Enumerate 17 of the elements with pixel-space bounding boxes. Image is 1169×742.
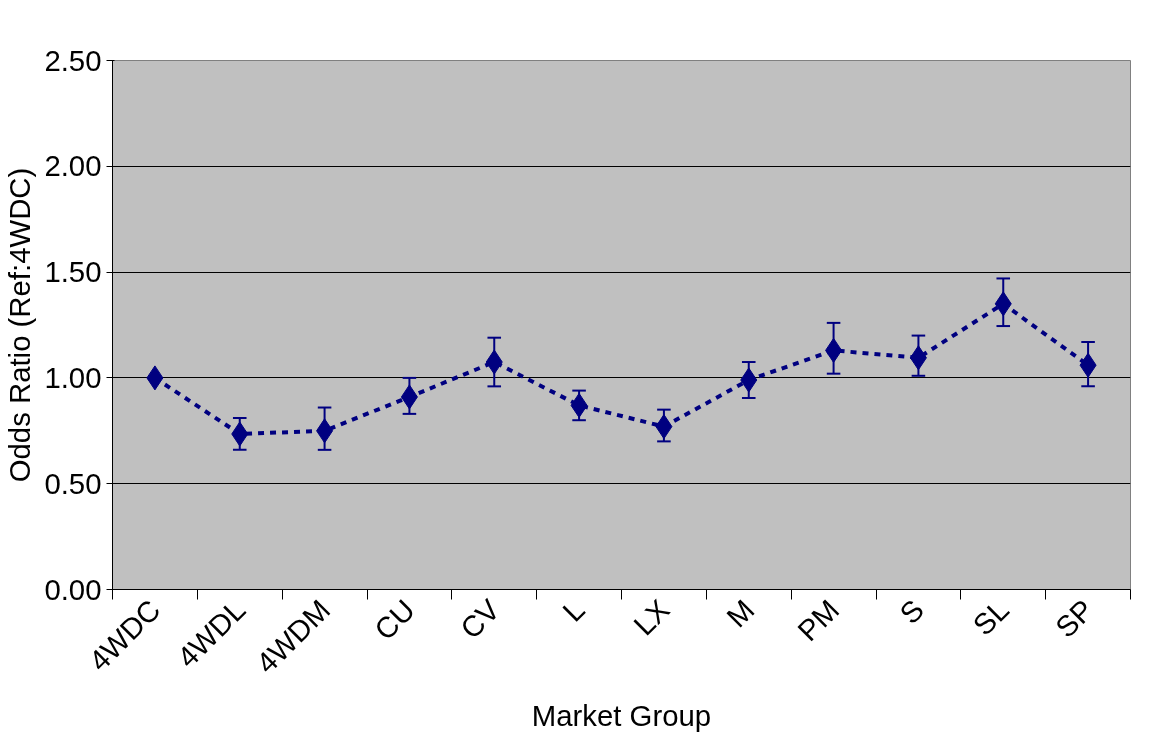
x-tick-label: SL — [966, 592, 1015, 642]
y-tick-label: 2.00 — [44, 149, 102, 183]
y-tick-label: 0.00 — [44, 572, 102, 606]
y-tick-label: 0.50 — [44, 466, 102, 500]
x-tick-label: CU — [367, 592, 422, 647]
y-tick-label: 2.50 — [44, 43, 102, 77]
x-tick-label: LX — [626, 592, 676, 642]
y-tick-label: 1.50 — [44, 255, 102, 289]
y-axis-title: Odds Ratio (Ref:4WDC) — [3, 167, 37, 483]
x-tick-label: CV — [453, 592, 507, 645]
x-axis-title: Market Group — [531, 699, 712, 733]
x-tick-label: M — [719, 592, 761, 634]
x-tick-label: L — [555, 592, 591, 628]
x-tick-label: PM — [790, 592, 846, 648]
x-tick-label: SP — [1048, 592, 1100, 644]
y-tick-label: 1.00 — [44, 360, 102, 394]
x-tick-label: S — [892, 592, 931, 630]
